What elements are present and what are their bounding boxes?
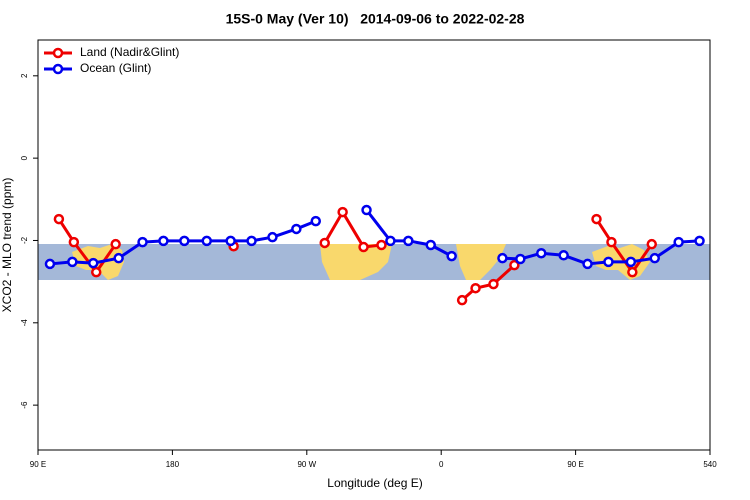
data-point (201, 235, 212, 247)
x-tick-label: 540 (703, 460, 717, 469)
data-point (446, 250, 457, 262)
data-point (625, 256, 637, 268)
legend-marker (52, 63, 64, 75)
data-point (558, 250, 569, 261)
data-point (53, 213, 65, 225)
x-tick-label: 0 (439, 460, 444, 469)
data-point (88, 257, 99, 269)
y-tick-label: 0 (20, 155, 29, 160)
data-point (68, 236, 80, 248)
data-point (509, 259, 520, 271)
data-point (90, 266, 102, 278)
data-point (646, 238, 658, 250)
data-point (603, 256, 614, 268)
data-point (246, 235, 257, 247)
data-point (385, 235, 396, 247)
legend-label: Land (Nadir&Glint) (80, 45, 179, 59)
data-point (497, 252, 508, 264)
data-point (158, 235, 169, 247)
data-point (582, 258, 593, 270)
data-point (113, 252, 124, 264)
x-tick-label: 90 E (30, 460, 46, 469)
chart-title: 15S-0 May (Ver 10) 2014-09-06 to 2022-02… (226, 11, 525, 27)
data-point (456, 294, 468, 306)
y-tick-label: -6 (20, 401, 29, 409)
data-point (488, 278, 499, 290)
legend-label: Ocean (Glint) (80, 61, 151, 75)
data-point (267, 231, 278, 243)
legend: Land (Nadir&Glint) Ocean (Glint) (44, 45, 179, 75)
data-point (225, 235, 236, 247)
plot-frame (37, 39, 711, 451)
y-tick-label: -2 (20, 236, 29, 244)
data-point (44, 258, 56, 270)
x-tick-label: 180 (166, 460, 180, 469)
x-tick-label: 90 W (297, 460, 316, 469)
data-point (627, 266, 638, 278)
data-point (337, 206, 348, 218)
data-point (376, 239, 387, 251)
data-point (319, 237, 330, 249)
x-axis-label: Longitude (deg E) (327, 476, 422, 490)
data-point (536, 247, 547, 259)
data-point (310, 215, 322, 227)
land-shape (456, 244, 506, 280)
data-point (403, 235, 414, 247)
data-point (110, 238, 121, 250)
data-point (67, 256, 78, 268)
data-point (361, 204, 372, 216)
data-point (591, 213, 602, 225)
land-shape (320, 244, 392, 280)
data-point (649, 252, 660, 264)
y-tick-label: 2 (20, 73, 29, 78)
y-tick-label: -4 (20, 319, 29, 327)
data-point (606, 236, 617, 248)
data-point (137, 236, 148, 248)
data-point (515, 253, 526, 265)
data-point (358, 241, 369, 253)
data-point (179, 235, 190, 247)
y-axis-label: XCO2 - MLO trend (ppm) (0, 178, 14, 313)
x-tick-label: 90 E (567, 460, 583, 469)
data-point (673, 236, 684, 248)
data-point (291, 223, 302, 235)
series-line (57, 210, 653, 302)
data-point (470, 282, 481, 294)
data-point (694, 235, 705, 247)
legend-marker (52, 47, 64, 59)
data-point (425, 239, 436, 251)
